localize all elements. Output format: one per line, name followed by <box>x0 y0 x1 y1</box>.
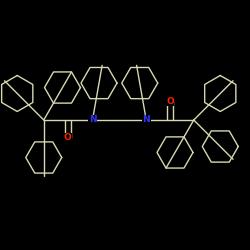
Text: N: N <box>142 116 150 124</box>
Text: O: O <box>166 97 174 106</box>
Text: O: O <box>64 133 72 142</box>
Text: N: N <box>89 116 96 124</box>
